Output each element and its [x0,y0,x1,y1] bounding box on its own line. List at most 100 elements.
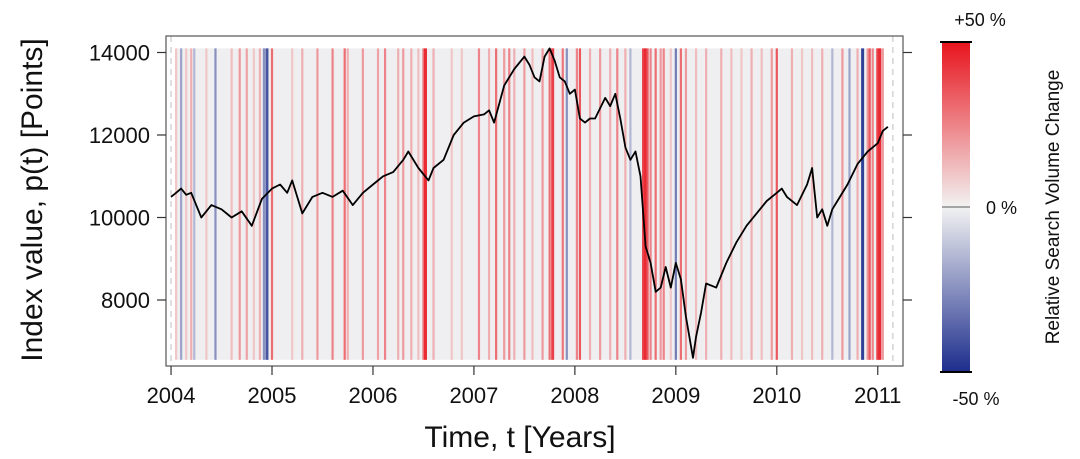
search-volume-stripe [262,48,266,360]
search-volume-stripe [629,48,632,360]
search-volume-stripe [861,48,865,360]
search-volume-stripe [669,48,672,360]
search-volume-stripe [662,48,665,360]
search-volume-stripe [238,48,241,360]
search-volume-stripe [684,48,688,360]
search-volume-stripe [561,48,564,360]
search-volume-stripe [740,48,743,360]
search-volume-stripe [423,48,427,360]
search-volume-stripe [205,48,208,360]
search-volume-stripe [694,48,698,360]
search-volume-stripe [432,48,435,360]
search-volume-stripe [190,48,193,360]
search-volume-stripe [616,48,619,360]
colorbar: +50 % 0 % -50 % Relative Search Volume C… [940,10,1064,409]
search-volume-stripe [523,48,526,360]
x-tick-label: 2008 [550,383,599,408]
x-axis-title: Time, t [Years] [424,421,615,454]
search-volume-stripe [174,48,178,360]
search-volume-stripe [477,48,481,360]
colorbar-title: Relative Search Volume Change [1043,70,1064,345]
y-tick-label: 10000 [89,206,150,231]
search-volume-stripe [185,48,188,360]
search-volume-stripe [624,48,627,360]
search-volume-stripe [460,48,463,360]
search-volume-stripe [508,48,511,360]
y-tick-label: 8000 [101,288,150,313]
search-volume-stripe [422,48,425,360]
search-volume-stripe [513,48,516,360]
colorbar-mid-label: 0 % [986,198,1017,218]
search-volume-stripe [720,48,723,360]
search-volume-stripe [265,48,269,360]
search-volume-stripe [193,48,196,360]
colorbar-top-label: +50 % [954,10,1006,30]
search-volume-stripe [599,48,602,360]
search-volume-stripe [868,48,871,360]
y-tick-label: 12000 [89,123,150,148]
search-volume-stripe [750,48,753,360]
search-volume-stripe [346,48,349,360]
x-tick-label: 2011 [854,383,901,408]
search-volume-stripe [252,48,255,360]
search-volume-stripe [811,48,814,360]
search-volume-stripe [541,48,544,360]
search-volume-stripe [856,48,859,360]
search-volume-stripe [642,48,646,360]
search-volume-stripe [214,48,217,360]
search-volume-stripes [174,48,884,360]
search-volume-stripe [848,48,851,360]
search-volume-stripe [548,48,551,360]
search-volume-stripe [383,48,387,360]
y-axis: 8000 10000 12000 14000 [89,41,912,313]
search-volume-stripe [417,48,420,360]
search-volume-stripe [705,48,708,360]
series-group [170,47,889,359]
search-volume-stripe [270,48,274,360]
search-volume-stripe [881,48,884,360]
search-volume-stripe [649,48,652,360]
search-volume-stripe [790,48,794,360]
search-volume-stripe [397,48,400,360]
search-volume-stripe [343,48,346,360]
search-volume-stripe [180,48,183,360]
search-volume-stripe [531,48,534,360]
search-volume-stripe [245,48,248,360]
search-volume-stripe [878,48,882,360]
reference-dashed-lines [170,36,894,366]
search-volume-stripe [410,48,413,360]
search-volume-stripe [230,48,233,360]
search-volume-stripe [402,48,405,360]
search-volume-stripe [775,48,778,360]
search-volume-stripe [331,48,334,360]
search-volume-stripe [291,48,294,360]
search-volume-stripe [866,48,869,360]
search-volume-stripe [821,48,824,360]
search-volume-stripe [376,48,380,360]
search-volume-stripe [876,48,880,360]
search-volume-stripe [551,48,555,360]
search-volume-stripe [361,48,364,360]
search-volume-stripe [871,48,874,360]
x-tick-label: 2010 [752,383,801,408]
search-volume-stripe [588,48,592,360]
search-volume-stripe [730,48,733,360]
search-volume-stripe [644,48,648,360]
search-volume-stripe [760,48,763,360]
search-volume-stripe [565,48,568,360]
search-volume-stripe [679,48,682,360]
search-volume-stripe [800,48,804,360]
search-volume-stripe [495,48,498,360]
colorbar-bottom-label: -50 % [952,389,999,409]
search-volume-stripe [831,48,834,360]
search-volume-stripe [646,48,649,360]
search-volume-stripe [659,48,662,360]
x-tick-label: 2004 [147,383,196,408]
x-tick-label: 2006 [348,383,397,408]
plot-frame [165,35,904,367]
search-volume-stripe [450,48,453,360]
search-volume-stripe [674,48,677,360]
x-axis: 2004 2005 2006 2007 2008 2009 2010 2011 [147,366,901,408]
search-volume-stripe [841,48,844,360]
